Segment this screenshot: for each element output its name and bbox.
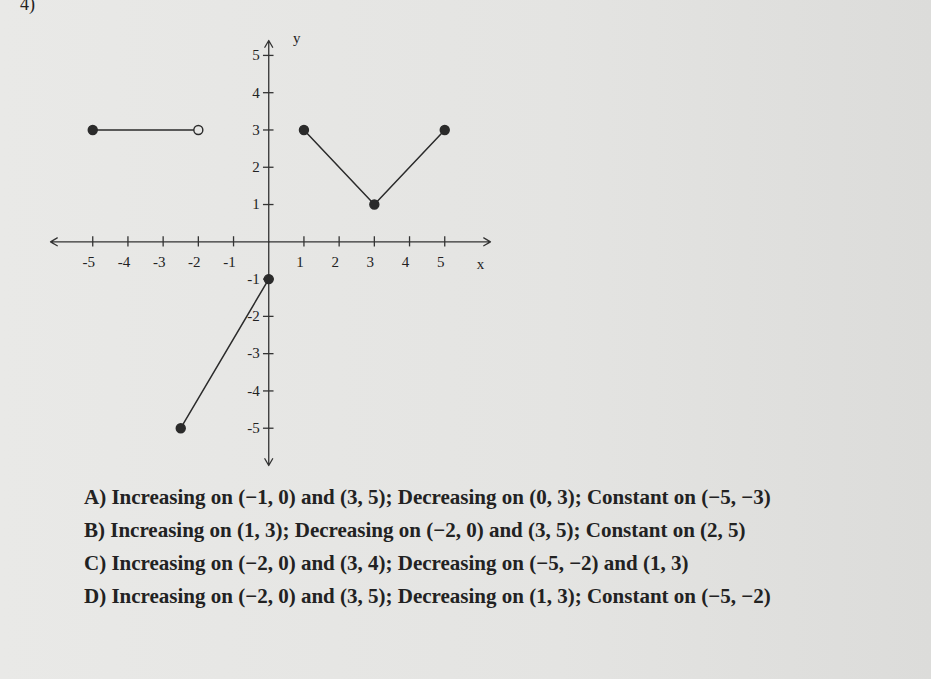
svg-text:x: x (477, 256, 485, 272)
svg-text:-5: -5 (247, 420, 260, 436)
html-text:B) Increasing on (1, 3); Decre: B) Increasing on (1, 3); Decreasing on (… (84, 518, 746, 542)
html-text:C) Increasing on (−2, 0) and (: C) Increasing on (−2, 0) and (3, 4); Dec… (84, 551, 689, 575)
svg-text:3: 3 (367, 254, 375, 270)
svg-text:-5: -5 (82, 254, 95, 270)
html-text:A) Increasing on (−1, 0) and (: A) Increasing on (−1, 0) and (3, 5); Dec… (84, 485, 771, 509)
svg-text:-1: -1 (223, 254, 236, 270)
svg-text:5: 5 (252, 47, 260, 63)
svg-text:-3: -3 (153, 254, 166, 270)
svg-text:-2: -2 (247, 308, 260, 324)
svg-text:-4: -4 (247, 383, 260, 399)
svg-text:1: 1 (252, 196, 260, 212)
svg-text:2: 2 (331, 254, 339, 270)
svg-text:-3: -3 (247, 345, 260, 361)
svg-text:-4: -4 (118, 254, 131, 270)
svg-text:4: 4 (402, 254, 410, 270)
svg-text:-2: -2 (188, 254, 201, 270)
svg-text:1: 1 (296, 254, 304, 270)
svg-text:-1: -1 (247, 271, 260, 287)
svg-text:5: 5 (437, 254, 445, 270)
svg-text:4: 4 (252, 84, 260, 100)
html-text:D) Increasing on (−2, 0) and (: D) Increasing on (−2, 0) and (3, 5); Dec… (84, 584, 771, 608)
svg-text:y: y (293, 30, 301, 46)
svg-text:2: 2 (252, 159, 260, 175)
svg-text:3: 3 (252, 122, 260, 138)
